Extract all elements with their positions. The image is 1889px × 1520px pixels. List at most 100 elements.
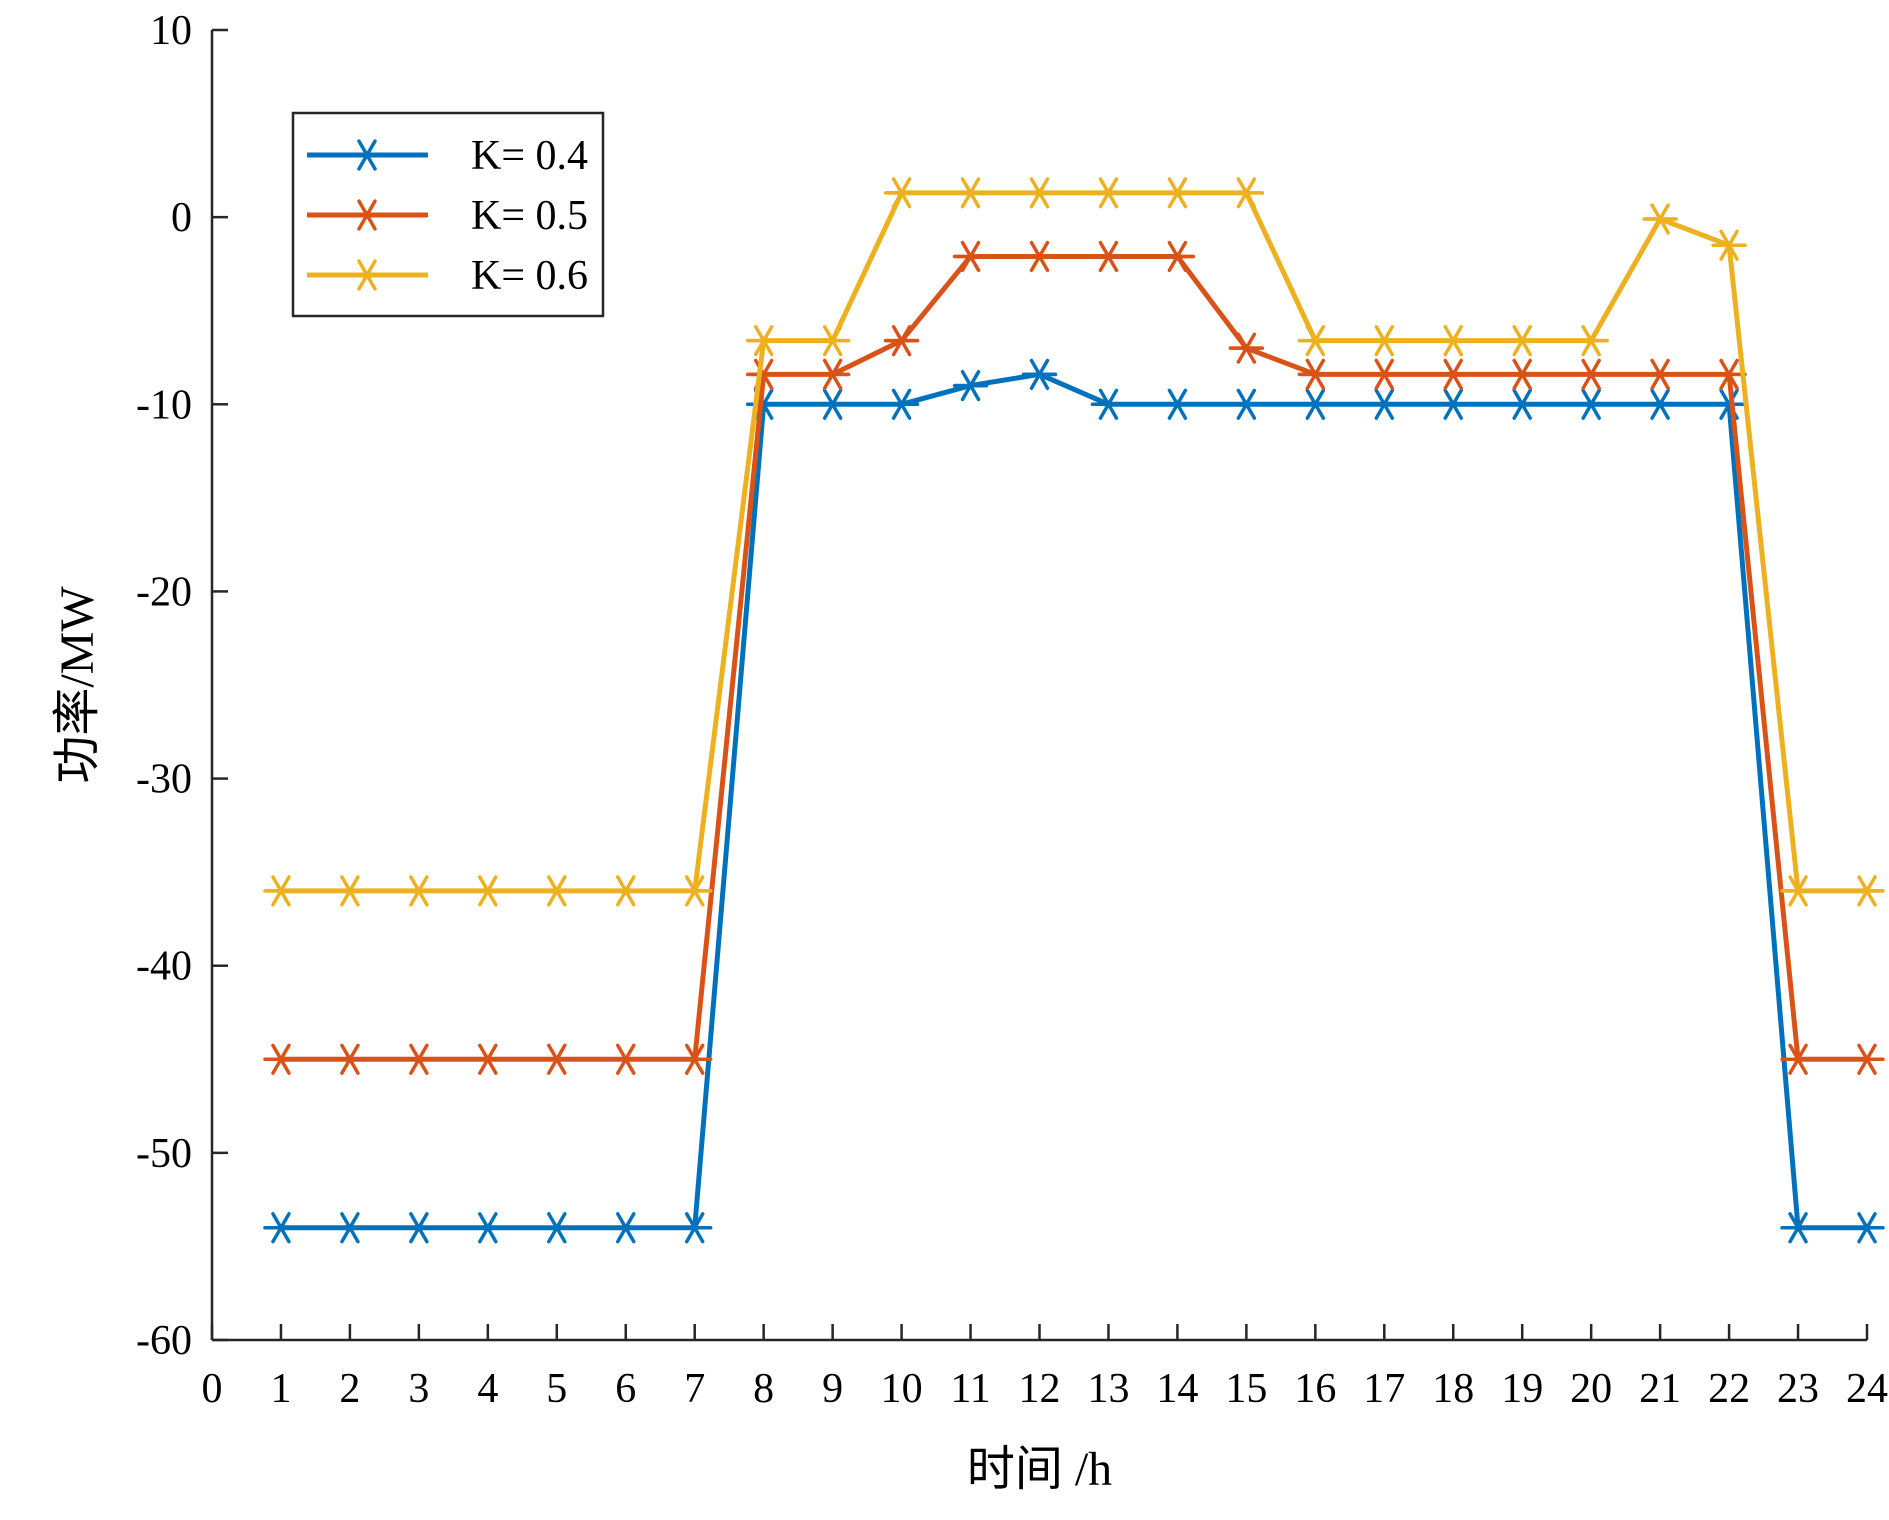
data-point [332, 1212, 368, 1244]
legend-entry: K= 0.5 [307, 193, 588, 239]
x-axis-ticks: 0 1 2 3 4 5 6 7 8 9 10 11 12 13 14 15 16 17 18 19 20 21 22 23 24 [202, 1324, 1888, 1412]
data-point [1159, 177, 1196, 209]
x-tick-label: 2 [339, 1366, 360, 1412]
legend-label: K= 0.6 [471, 253, 588, 299]
data-point [1021, 177, 1058, 209]
x-tick-label: 1 [270, 1366, 291, 1412]
data-point [1504, 358, 1540, 390]
x-tick-label: 16 [1294, 1366, 1336, 1412]
legend-marker [349, 199, 385, 231]
data-point [952, 369, 989, 402]
data-point [539, 1212, 575, 1244]
data-point [263, 1212, 299, 1244]
x-tick-label: 5 [546, 1366, 567, 1412]
y-tick-label: -20 [136, 569, 192, 615]
data-point [608, 1043, 644, 1075]
data-point [1780, 1212, 1816, 1244]
data-point [1297, 388, 1334, 420]
y-axis-ticks: 10 0 -10 -20 -30 -40 -50 -60 [136, 8, 228, 1364]
data-point [1159, 240, 1196, 273]
data-point [470, 1212, 506, 1244]
data-point [1573, 358, 1609, 390]
data-point [1642, 388, 1678, 420]
data-point [1573, 388, 1609, 420]
data-point [883, 325, 920, 357]
x-tick-label: 19 [1501, 1366, 1543, 1412]
series-3 [263, 177, 1885, 907]
data-point [814, 358, 851, 390]
data-point [814, 325, 851, 357]
data-point [952, 240, 989, 273]
data-point [1849, 1043, 1885, 1075]
x-tick-label: 6 [615, 1366, 636, 1412]
data-point [1366, 325, 1403, 357]
data-point [1504, 388, 1540, 420]
data-point [1780, 1043, 1816, 1075]
x-tick-label: 24 [1846, 1366, 1888, 1412]
data-point [1642, 358, 1678, 390]
legend-label: K= 0.4 [471, 133, 588, 179]
data-point [1849, 1212, 1885, 1244]
legend-entry: K= 0.6 [307, 253, 588, 299]
data-point [470, 875, 506, 907]
data-point [1090, 240, 1127, 273]
data-point [608, 875, 644, 907]
x-tick-label: 15 [1225, 1366, 1267, 1412]
x-tick-label: 10 [881, 1366, 923, 1412]
data-point [883, 177, 920, 209]
data-point [1504, 325, 1540, 357]
x-tick-label: 7 [684, 1366, 705, 1412]
data-point [1573, 325, 1609, 357]
x-tick-label: 12 [1019, 1366, 1061, 1412]
x-tick-label: 17 [1363, 1366, 1405, 1412]
series-1 [263, 358, 1885, 1244]
data-point [263, 875, 299, 907]
data-point [1159, 388, 1196, 420]
x-tick-label: 20 [1570, 1366, 1612, 1412]
data-point [539, 1043, 575, 1075]
y-tick-label: -60 [136, 1318, 192, 1364]
data-point [539, 875, 575, 907]
x-tick-label: 11 [950, 1366, 990, 1412]
data-point [401, 875, 437, 907]
data-point [676, 1212, 713, 1244]
data-point [470, 1043, 506, 1075]
x-tick-label: 14 [1156, 1366, 1198, 1412]
x-tick-label: 13 [1087, 1366, 1129, 1412]
legend: K= 0.4 K= 0.5 K= 0.6 [291, 111, 605, 318]
data-point [1849, 875, 1885, 907]
series-2 [263, 240, 1885, 1075]
x-tick-label: 8 [753, 1366, 774, 1412]
data-point [1228, 177, 1265, 209]
x-tick-label: 21 [1639, 1366, 1681, 1412]
y-tick-label: 0 [171, 195, 192, 241]
legend-entry: K= 0.4 [307, 133, 588, 179]
data-point [1711, 358, 1747, 390]
legend-marker [349, 259, 385, 291]
data-point [1642, 203, 1678, 235]
x-tick-label: 22 [1708, 1366, 1750, 1412]
data-point [1090, 177, 1127, 209]
data-point [1366, 358, 1403, 390]
y-tick-label: -40 [136, 944, 192, 990]
legend-label: K= 0.5 [471, 193, 588, 239]
data-point [1228, 388, 1265, 420]
data-point [1366, 388, 1403, 420]
data-point [332, 875, 368, 907]
data-point [1435, 358, 1471, 390]
data-point [608, 1212, 644, 1244]
data-point [401, 1043, 437, 1075]
data-point [1021, 358, 1058, 390]
data-point [1228, 332, 1265, 364]
data-point [1435, 388, 1471, 420]
x-tick-label: 3 [408, 1366, 429, 1412]
data-point [1297, 325, 1334, 357]
data-point [814, 388, 851, 420]
data-point [745, 325, 782, 357]
data-point [1021, 240, 1058, 273]
data-point [1090, 388, 1127, 420]
data-point [1297, 358, 1334, 390]
data-point [263, 1043, 299, 1075]
